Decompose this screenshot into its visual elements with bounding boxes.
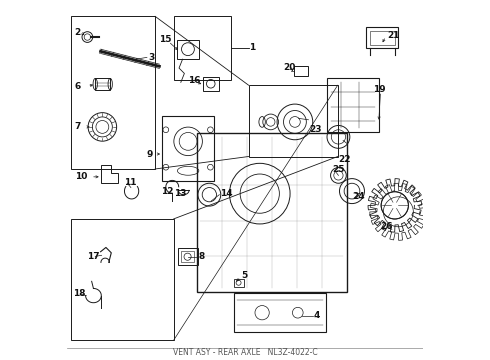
Bar xyxy=(162,116,214,181)
Bar xyxy=(197,133,346,292)
Bar xyxy=(327,78,379,131)
Text: 20: 20 xyxy=(284,63,296,72)
Text: 9: 9 xyxy=(147,149,153,158)
Bar xyxy=(294,66,309,76)
Text: 7: 7 xyxy=(74,122,81,131)
Text: 14: 14 xyxy=(220,189,233,198)
Text: 5: 5 xyxy=(242,271,247,280)
Bar xyxy=(181,251,195,262)
Text: 21: 21 xyxy=(387,31,399,40)
Text: 3: 3 xyxy=(148,53,154,62)
Text: 10: 10 xyxy=(74,172,87,181)
Text: 23: 23 xyxy=(309,125,322,134)
Text: VENT ASY - REAR AXLE   NL3Z-4022-C: VENT ASY - REAR AXLE NL3Z-4022-C xyxy=(172,348,318,357)
Text: 18: 18 xyxy=(73,289,86,298)
Text: 6: 6 xyxy=(74,82,81,91)
Text: 22: 22 xyxy=(339,154,351,163)
Text: 25: 25 xyxy=(332,165,345,174)
Text: 8: 8 xyxy=(198,252,205,261)
Text: 4: 4 xyxy=(314,311,320,320)
Bar xyxy=(178,248,197,265)
Text: 17: 17 xyxy=(87,252,100,261)
Bar xyxy=(370,31,395,45)
Text: 16: 16 xyxy=(188,76,200,85)
Text: 26: 26 xyxy=(380,222,392,231)
Bar xyxy=(234,293,326,332)
Text: 12: 12 xyxy=(161,186,173,195)
Text: 24: 24 xyxy=(352,192,365,201)
Text: 13: 13 xyxy=(173,189,186,198)
Text: 11: 11 xyxy=(124,178,137,187)
Text: 15: 15 xyxy=(159,35,172,44)
Text: 2: 2 xyxy=(74,28,81,37)
Bar xyxy=(203,77,219,90)
Bar xyxy=(234,279,244,287)
Bar xyxy=(366,27,398,49)
Bar xyxy=(95,78,110,90)
Text: 1: 1 xyxy=(249,43,255,52)
Bar xyxy=(177,40,198,59)
Text: 19: 19 xyxy=(373,85,385,94)
